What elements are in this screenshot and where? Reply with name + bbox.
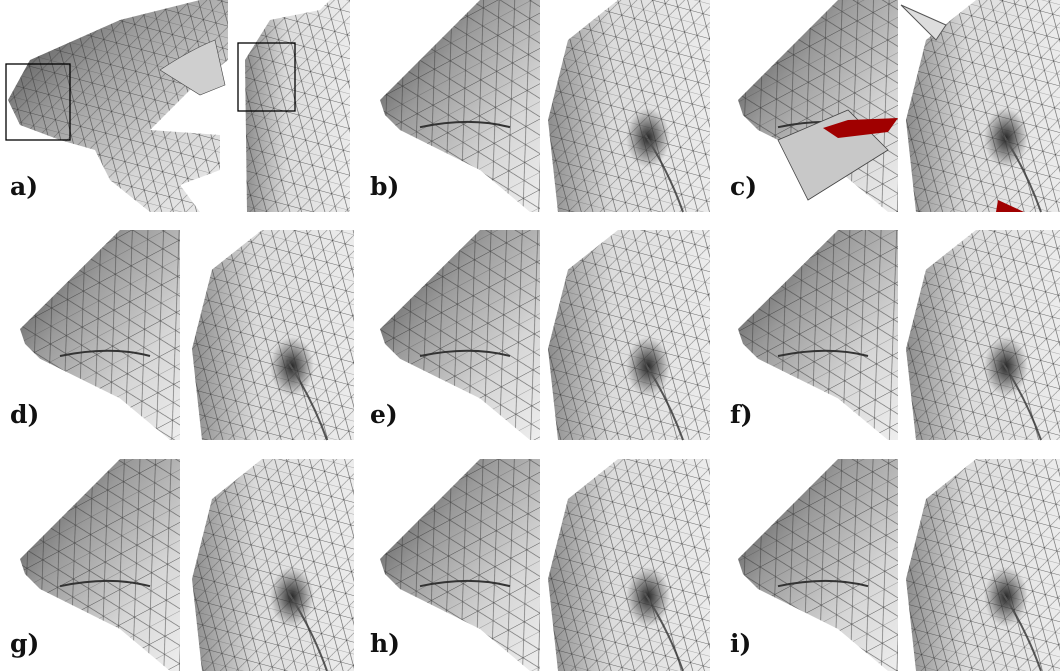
panel-images [20,230,354,440]
shoulder-wire [192,459,354,671]
panel-images [380,459,710,671]
shoulder-wire [548,0,710,212]
panel-a-images [6,0,350,212]
panel-label: h) [370,629,400,658]
panel-label: a) [10,172,38,201]
shoulder-wire [906,230,1060,440]
panel-label: c) [730,172,757,201]
panel-images [738,459,1060,671]
elbow-wire [380,0,540,212]
panel-images [380,0,710,212]
shoulder-wire [548,230,710,440]
shoulder-wire [548,459,710,671]
panel-label: i) [730,629,751,658]
elbow-wire [380,230,540,440]
figure: a) b) c) d) e) f) g) h) i) [0,0,1060,671]
panel-images [738,230,1060,440]
shoulder-wire [192,230,354,440]
artifact [901,5,946,40]
elbow-wire [380,459,540,671]
panel-label: d) [10,400,39,429]
panel-label: f) [730,400,753,429]
panel-images [20,459,354,671]
panel-images [738,0,1060,212]
shoulder-wire [906,459,1060,671]
page: a)b)c)d)e)f)g)h)i) (() => { const data =… [0,0,1060,671]
elbow-wire [738,230,898,440]
elbow-wire [20,230,180,440]
panel-label: e) [370,400,398,429]
panel-label: b) [370,172,399,201]
elbow-wire [20,459,180,671]
panel-label: g) [10,629,39,658]
panel-images [380,230,710,440]
elbow-wire [738,459,898,671]
